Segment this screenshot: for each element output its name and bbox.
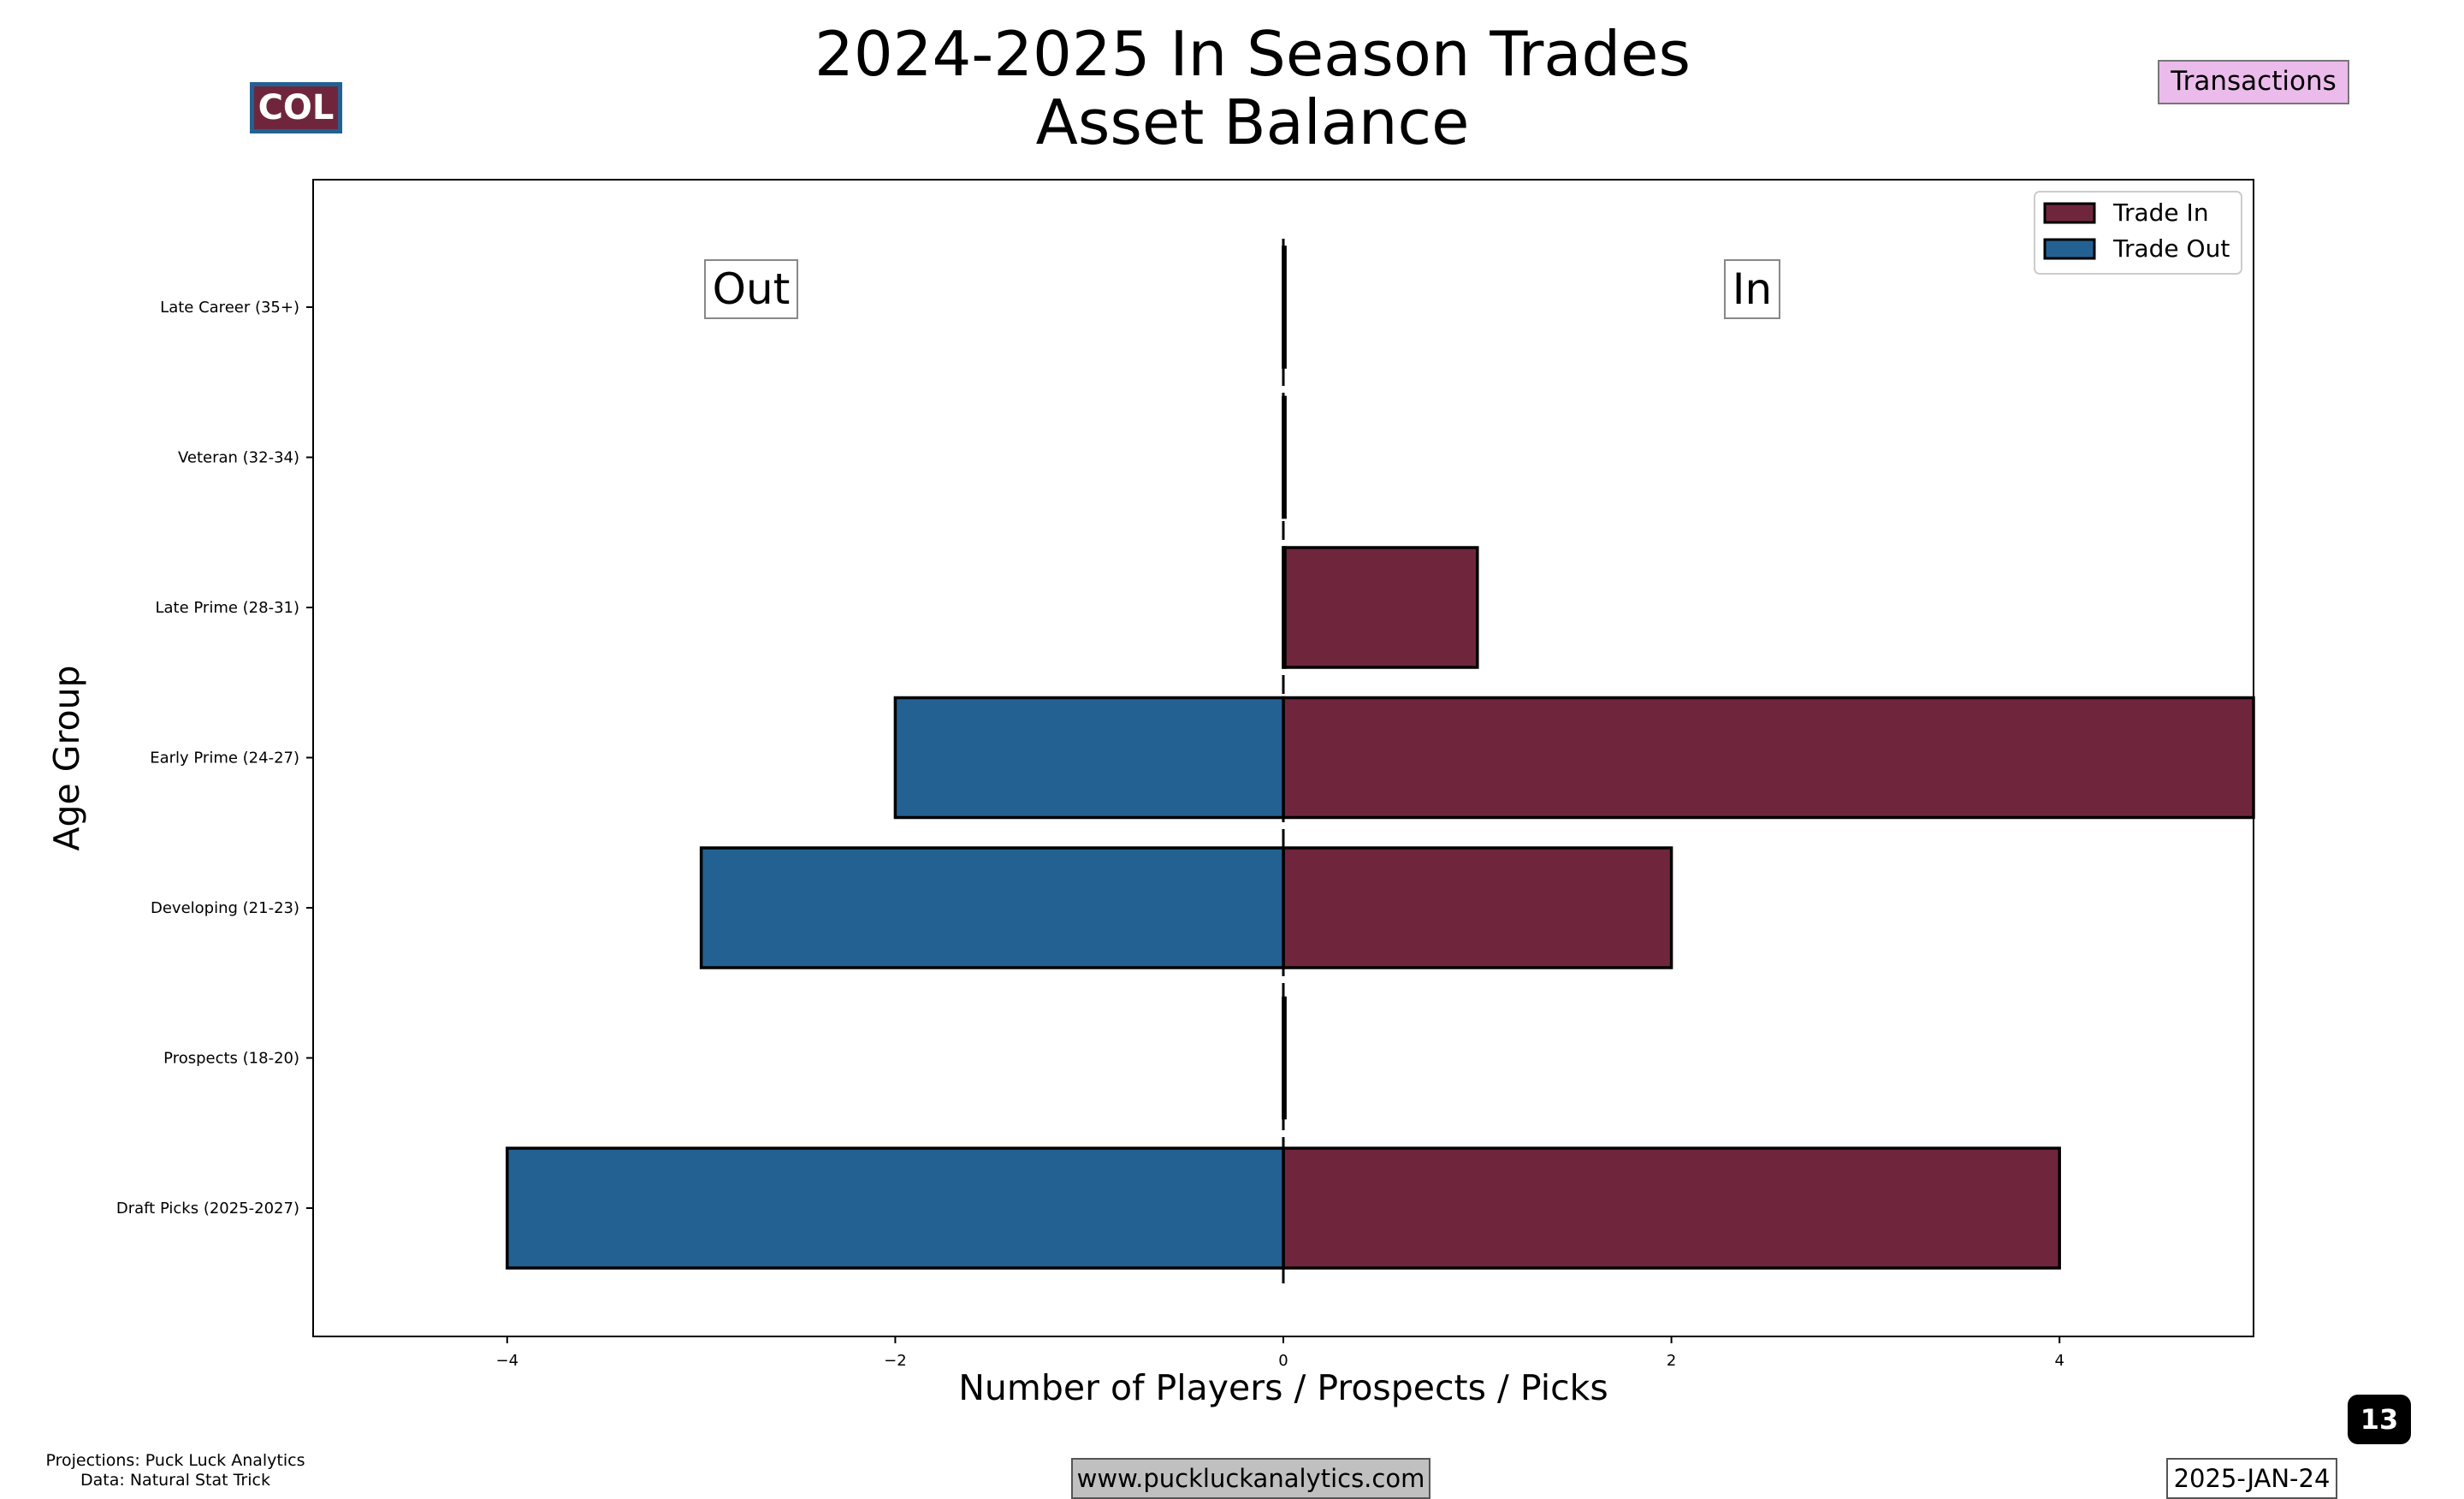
bar-trade-out-developing-21-23	[699, 846, 1285, 969]
x-tick-label: 0	[1278, 1352, 1288, 1370]
bar-trade-out-early-prime-24-27	[893, 696, 1285, 820]
page-number-badge: 13	[2348, 1395, 2411, 1444]
legend: Trade In Trade Out	[2034, 191, 2242, 275]
x-tick-label: −4	[496, 1352, 519, 1370]
bars-layer	[506, 246, 2255, 1270]
y-ticks-layer: Late Career (35+) Veteran (32-34) Late Pri…	[116, 299, 313, 1218]
legend-label-trade-out: Trade Out	[2112, 234, 2230, 263]
in-label-frame	[1724, 259, 1780, 319]
y-tick-label: Developing (21-23)	[151, 899, 299, 917]
y-tick-label: Late Prime (28-31)	[155, 599, 299, 617]
out-label-box: Out	[704, 259, 798, 319]
in-label-box: In	[1724, 259, 1780, 319]
bar-trade-in-late-prime-28-31	[1282, 546, 1479, 669]
legend-swatch-trade-out	[2043, 238, 2096, 260]
x-tick-label: 4	[2054, 1352, 2064, 1370]
team-badge: COL	[250, 82, 342, 133]
bar-trade-in-draft-picks-2025-2027	[1282, 1146, 2061, 1270]
website-url: www.puckluckanalytics.com	[1071, 1458, 1430, 1499]
y-tick-label: Early Prime (24-27)	[150, 750, 299, 767]
source-line-projections: Projections: Puck Luck Analytics	[45, 1451, 305, 1470]
out-label-frame	[704, 259, 798, 319]
bar-trade-in-early-prime-24-27	[1282, 696, 2255, 820]
bar-trade-in-developing-21-23	[1282, 846, 1673, 969]
source-credits: Projections: Puck Luck Analytics Data: N…	[26, 1451, 325, 1490]
x-tick-label: −2	[884, 1352, 907, 1370]
legend-label-trade-in: Trade In	[2112, 198, 2209, 227]
y-tick-label: Draft Picks (2025-2027)	[116, 1200, 299, 1218]
y-axis-label: Age Group	[46, 665, 87, 850]
chart-title-line1: 2024-2025 In Season Trades	[814, 18, 1691, 90]
x-axis-label: Number of Players / Prospects / Picks	[958, 1367, 1608, 1408]
x-tick-label: 2	[1667, 1352, 1676, 1370]
legend-swatch-trade-in	[2043, 202, 2096, 224]
section-badge: Transactions	[2158, 60, 2349, 104]
y-tick-label: Late Career (35+)	[160, 299, 299, 317]
chart-title-line2: Asset Balance	[1036, 86, 1470, 158]
y-tick-label: Prospects (18-20)	[163, 1050, 299, 1068]
in-label: In	[1732, 264, 1772, 314]
source-line-data: Data: Natural Stat Trick	[80, 1471, 270, 1490]
date-stamp: 2025-JAN-24	[2166, 1458, 2337, 1499]
x-ticks-layer: −4 −2 0 2 4	[496, 1336, 2064, 1370]
y-tick-label: Veteran (32-34)	[178, 449, 299, 467]
bar-trade-out-draft-picks-2025-2027	[506, 1146, 1285, 1270]
out-label: Out	[713, 264, 791, 314]
